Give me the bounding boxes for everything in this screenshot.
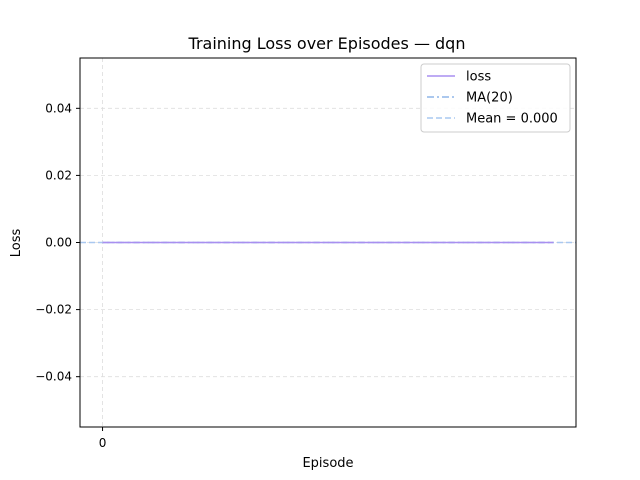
y-tick-label: 0.02 bbox=[45, 168, 72, 182]
legend-box bbox=[420, 63, 571, 133]
legend-label: loss bbox=[466, 70, 491, 85]
y-tick-label: −0.02 bbox=[35, 303, 72, 317]
chart-title: Training Loss over Episodes — dqn bbox=[188, 34, 466, 53]
x-tick-label: 0 bbox=[99, 436, 107, 450]
x-axis-label: Episode bbox=[302, 456, 353, 471]
y-tick-label: 0.04 bbox=[45, 101, 72, 115]
y-tick-label: −0.04 bbox=[35, 370, 72, 384]
y-tick-label: 0.00 bbox=[45, 236, 72, 250]
ticks: 0.04 0.02 0.00 −0.02 −0.04 0 bbox=[35, 101, 106, 450]
y-axis-label: Loss bbox=[9, 229, 24, 258]
legend-label: Mean = 0.000 bbox=[466, 112, 558, 127]
legend: loss MA(20) Mean = 0.000 bbox=[420, 63, 571, 133]
legend-label: MA(20) bbox=[466, 91, 513, 106]
